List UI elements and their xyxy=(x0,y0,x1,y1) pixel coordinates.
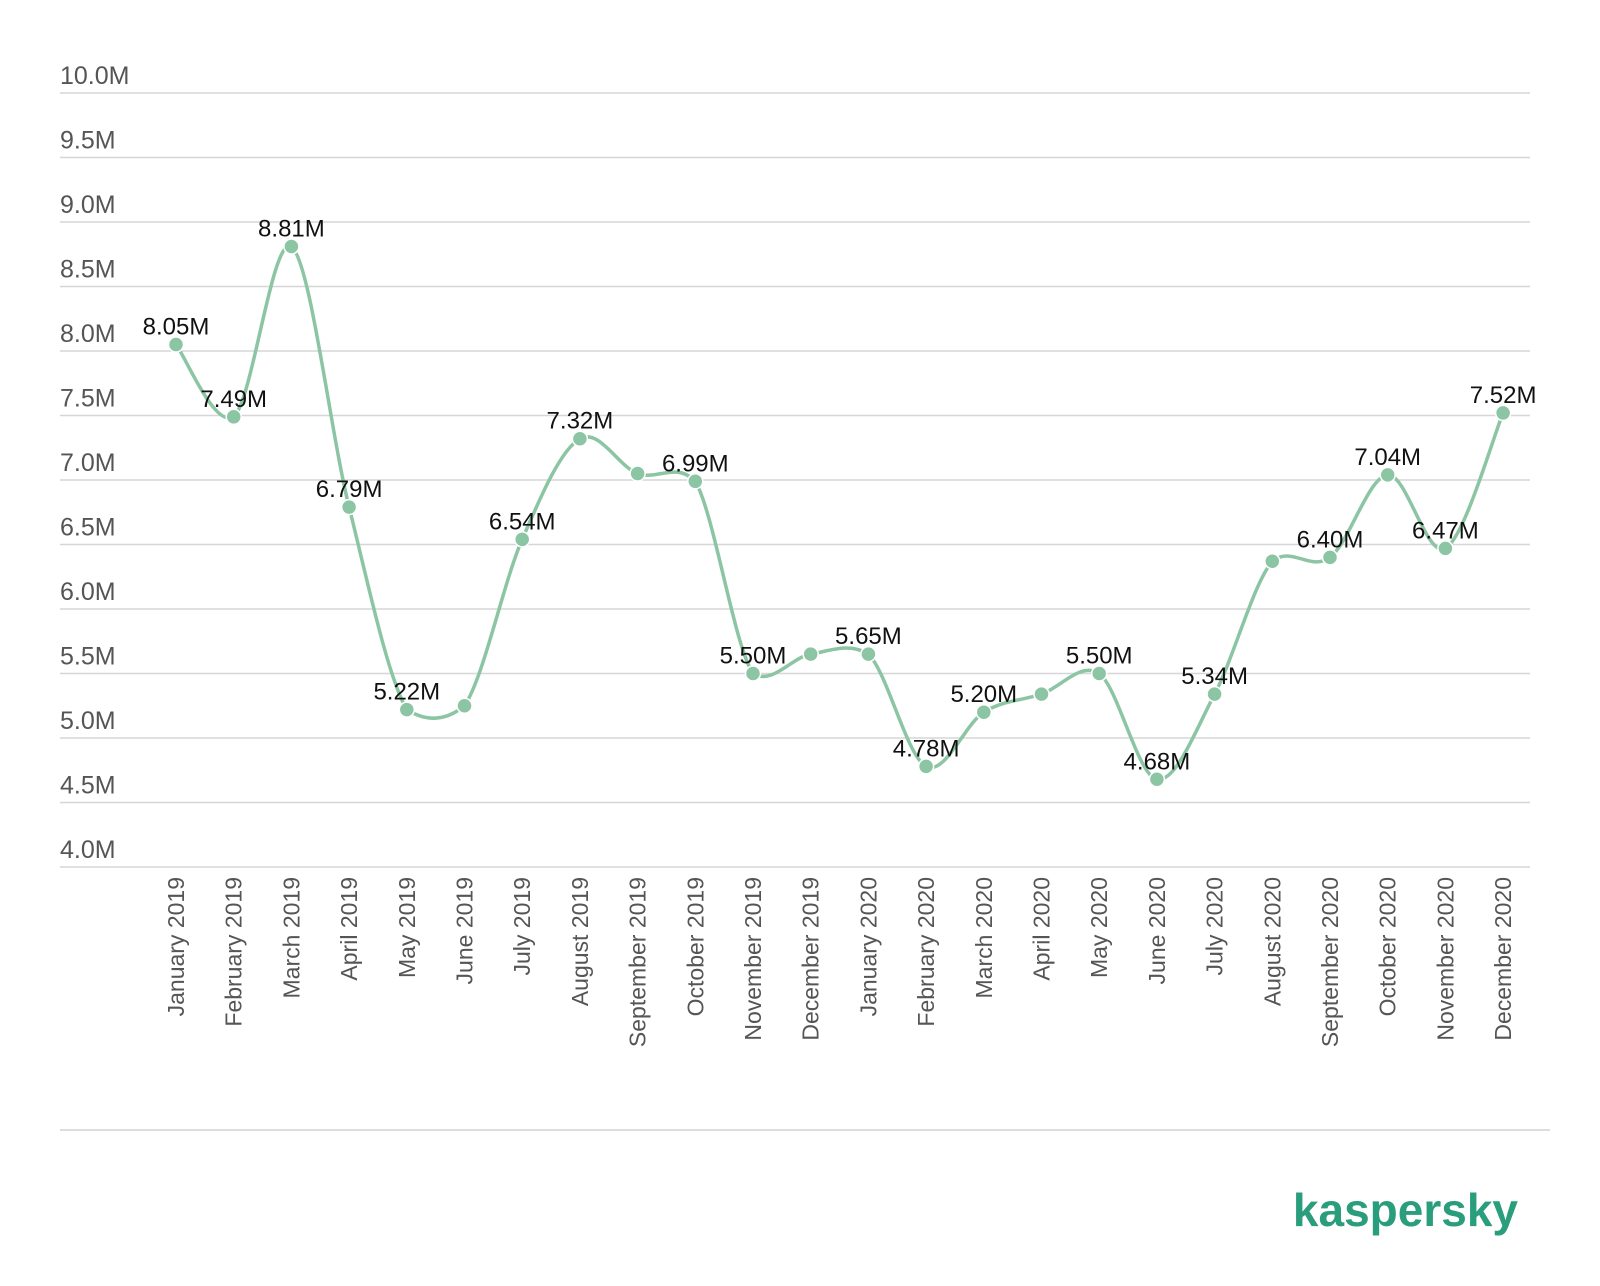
x-tick-label: June 2020 xyxy=(1144,877,1170,984)
gridlines xyxy=(60,92,1530,868)
data-label: 6.54M xyxy=(489,508,556,535)
data-labels: 8.05M 7.49M 8.81M 6.79M 5.22M 6.54M 7.32M 6.99M… xyxy=(143,216,1537,776)
data-label: 6.79M xyxy=(316,476,383,503)
data-point xyxy=(860,645,877,663)
data-label: 4.68M xyxy=(1124,748,1191,775)
data-point xyxy=(1264,553,1281,570)
data-point xyxy=(1321,549,1339,566)
x-tick-label: August 2020 xyxy=(1259,877,1285,1006)
y-tick-label: 8.0M xyxy=(60,320,116,348)
y-tick-label: 4.5M xyxy=(60,772,116,800)
y-tick-label: 4.0M xyxy=(60,836,116,864)
x-tick-label: December 2019 xyxy=(798,877,824,1041)
data-point xyxy=(917,758,935,775)
data-label: 7.04M xyxy=(1354,444,1421,471)
data-label: 4.78M xyxy=(893,735,960,762)
data-label: 7.32M xyxy=(547,408,614,435)
y-tick-label: 6.5M xyxy=(60,514,116,542)
y-tick-label: 7.5M xyxy=(60,385,116,413)
x-tick-label: July 2019 xyxy=(509,877,535,975)
data-label: 7.49M xyxy=(200,386,267,413)
data-point xyxy=(398,701,416,718)
x-tick-label: September 2020 xyxy=(1317,877,1343,1047)
x-tick-label: June 2019 xyxy=(452,877,478,984)
data-point xyxy=(1437,540,1454,557)
x-tick-label: May 2019 xyxy=(394,877,420,978)
data-point xyxy=(1090,665,1108,682)
x-tick-label: April 2020 xyxy=(1029,877,1055,981)
y-tick-label: 7.0M xyxy=(60,449,116,477)
data-label: 6.47M xyxy=(1412,517,1479,544)
x-tick-label: September 2019 xyxy=(625,877,651,1047)
data-point xyxy=(571,430,589,447)
data-point xyxy=(1494,404,1512,422)
data-point xyxy=(1148,771,1166,788)
y-tick-label: 5.0M xyxy=(60,707,116,735)
data-label: 5.22M xyxy=(373,679,440,706)
y-tick-label: 6.0M xyxy=(60,578,116,606)
data-point xyxy=(340,498,358,516)
y-tick-label: 5.5M xyxy=(60,643,116,671)
data-label: 5.50M xyxy=(720,643,787,670)
x-tick-label: April 2019 xyxy=(336,877,362,981)
y-tick-label: 9.5M xyxy=(60,127,116,155)
x-tick-label: November 2020 xyxy=(1432,877,1458,1041)
data-label: 6.99M xyxy=(662,450,729,477)
x-tick-label: March 2020 xyxy=(971,877,997,998)
data-point xyxy=(629,465,646,482)
data-label: 8.05M xyxy=(143,314,210,341)
x-tick-label: May 2020 xyxy=(1086,877,1112,978)
data-point xyxy=(802,645,819,663)
data-label: 6.40M xyxy=(1297,526,1364,553)
data-point xyxy=(1206,685,1223,703)
data-label: 8.81M xyxy=(258,216,325,243)
y-axis-ticks: 10.0M 9.5M 9.0M 8.5M 8.0M 7.5M 7.0M 6.5M 6.0M 5.5… xyxy=(60,62,129,864)
data-point xyxy=(1379,466,1396,484)
x-tick-label: October 2019 xyxy=(682,877,708,1016)
x-axis-ticks: January 2019 February 2019 March 2019 April… xyxy=(163,877,1516,1047)
x-tick-label: February 2019 xyxy=(221,877,247,1027)
data-points xyxy=(167,238,1512,788)
data-point xyxy=(975,703,993,721)
x-tick-label: February 2020 xyxy=(913,877,939,1027)
x-tick-label: July 2020 xyxy=(1202,877,1228,975)
data-point xyxy=(513,531,531,548)
data-label: 5.65M xyxy=(835,623,902,650)
x-tick-label: December 2020 xyxy=(1490,877,1516,1041)
data-point xyxy=(687,473,704,490)
data-point xyxy=(225,408,242,426)
x-tick-label: November 2019 xyxy=(740,877,766,1041)
data-label: 7.52M xyxy=(1470,382,1537,409)
data-point xyxy=(456,697,473,714)
data-label: 5.20M xyxy=(950,681,1017,708)
data-point xyxy=(283,238,300,255)
data-point xyxy=(744,665,762,682)
x-tick-label: October 2020 xyxy=(1375,877,1401,1016)
y-tick-label: 10.0M xyxy=(60,62,129,90)
data-point xyxy=(167,336,185,353)
data-point xyxy=(1033,685,1050,703)
kaspersky-logo: kaspersky xyxy=(1293,1184,1518,1236)
data-label: 5.34M xyxy=(1181,663,1248,690)
y-tick-label: 8.5M xyxy=(60,256,116,284)
x-tick-label: January 2019 xyxy=(163,877,189,1016)
x-tick-label: August 2019 xyxy=(567,877,593,1006)
data-label: 5.50M xyxy=(1066,643,1133,670)
x-tick-label: January 2020 xyxy=(855,877,881,1016)
y-tick-label: 9.0M xyxy=(60,191,116,219)
x-tick-label: March 2019 xyxy=(278,877,304,998)
